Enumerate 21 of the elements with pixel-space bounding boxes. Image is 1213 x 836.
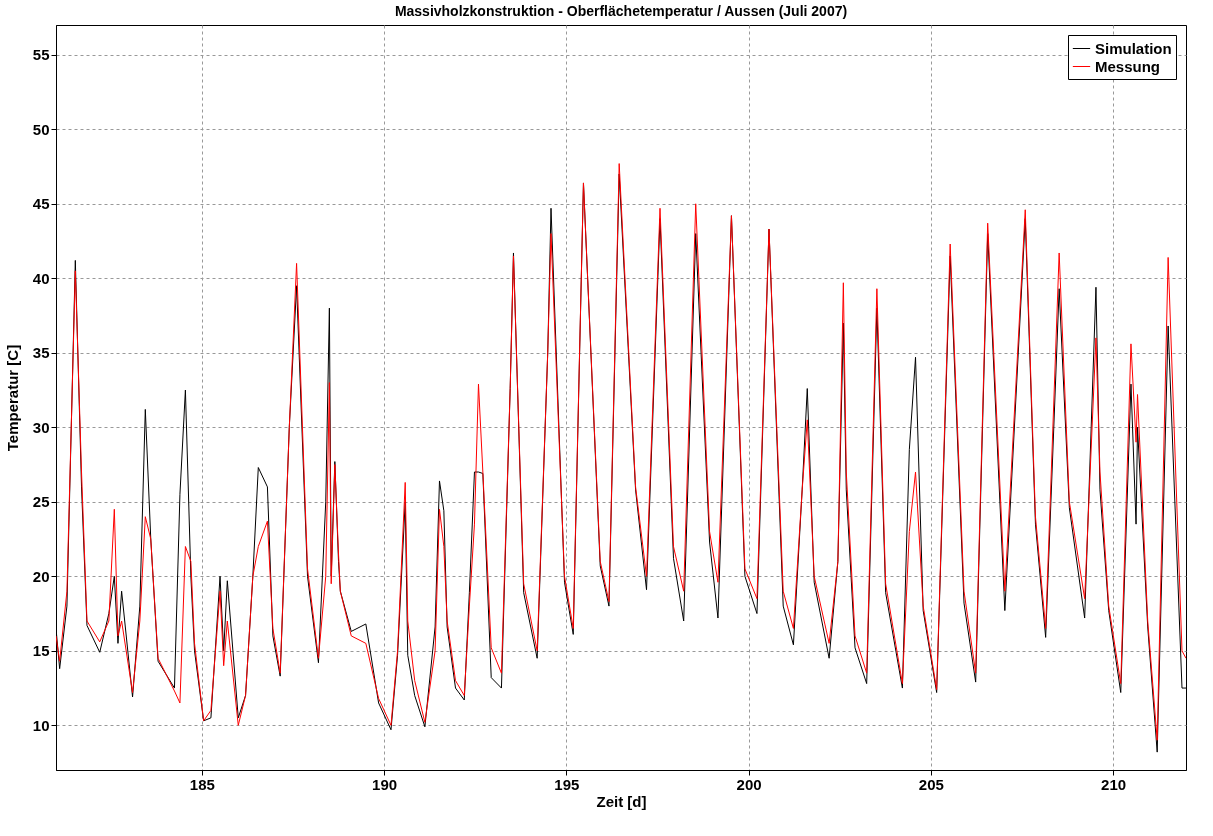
y-tick-label: 20 (32, 567, 50, 585)
x-tick-label: 210 (1101, 775, 1127, 793)
y-tick-label: 35 (32, 344, 50, 362)
y-tick-label: 30 (32, 418, 50, 436)
y-tick-label: 15 (32, 642, 50, 660)
legend-label: Messung (1095, 57, 1161, 75)
y-tick-label: 45 (32, 195, 50, 213)
x-axis-title: Zeit [d] (596, 792, 647, 810)
y-tick-label: 10 (32, 716, 50, 734)
x-tick-label: 205 (918, 775, 944, 793)
x-tick-label: 200 (736, 775, 762, 793)
legend-label: Simulation (1095, 39, 1172, 57)
chart-title: Massivholzkonstruktion - Oberflächetemperatur / Aussen (Juli 2007) (394, 3, 848, 19)
y-axis-title: Temperatur [C] (3, 344, 21, 452)
x-tick-label: 190 (372, 775, 398, 793)
y-tick-label: 40 (32, 269, 50, 287)
y-tick-label: 50 (32, 120, 50, 138)
x-tick-label: 195 (554, 775, 580, 793)
y-tick-label: 55 (32, 46, 50, 64)
x-tick-label: 185 (189, 775, 215, 793)
y-tick-label: 25 (32, 493, 50, 511)
